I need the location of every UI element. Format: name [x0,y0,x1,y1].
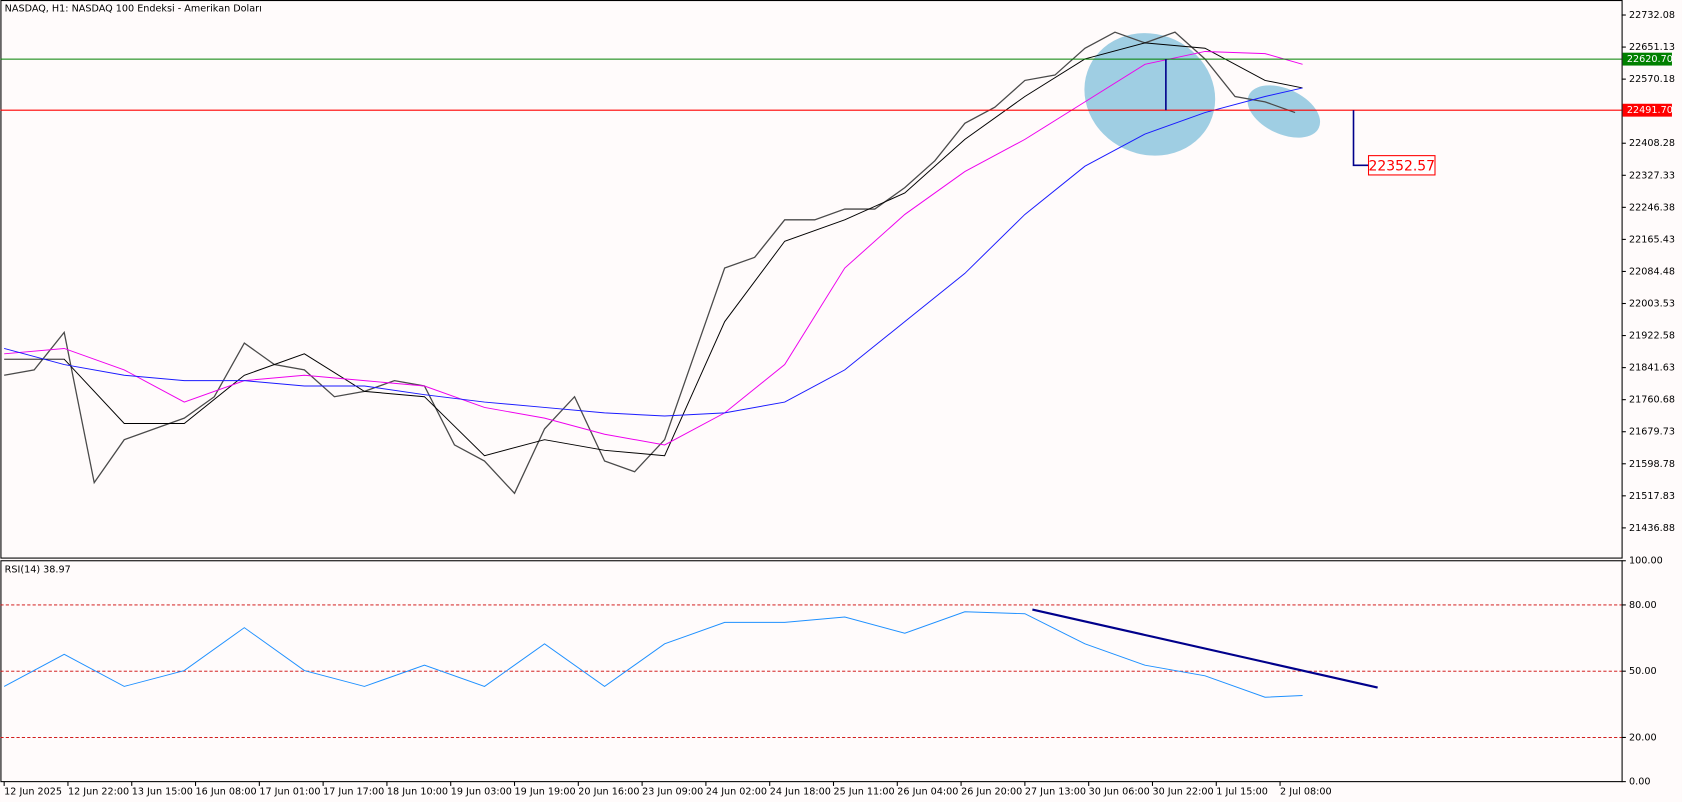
level-label: 22491.70 [1627,105,1673,116]
y-tick-label: 22165.43 [1629,234,1675,245]
x-tick-label: 19 Jun 19:00 [515,786,576,797]
y-tick-label: 22084.48 [1629,266,1675,277]
x-tick-label: 2 Jul 08:00 [1280,786,1332,797]
price-line [4,31,1296,495]
y-tick-label: 0.00 [1629,777,1650,788]
x-tick-label: 17 Jun 17:00 [323,786,384,797]
y-tick-label: 22327.33 [1629,170,1675,181]
chart-title: NASDAQ, H1: NASDAQ 100 Endeksi - Amerika… [5,4,262,15]
y-tick-label: 21517.83 [1629,491,1675,502]
projection-line [1352,110,1369,167]
moving-average [4,87,1303,417]
shoulder-highlight [1247,85,1321,138]
y-tick-label: 21598.78 [1629,459,1675,470]
y-tick-label: 22246.38 [1629,202,1675,213]
y-tick-label: 100.00 [1629,556,1663,567]
price-panel [0,0,1623,559]
x-tick-label: 20 Jun 16:00 [578,786,639,797]
y-tick-label: 21760.68 [1629,395,1675,406]
x-tick-label: 26 Jun 20:00 [961,786,1022,797]
x-tick-label: 13 Jun 15:00 [132,786,193,797]
target-box [1367,155,1436,176]
x-tick-label: 23 Jun 09:00 [642,786,703,797]
x-tick-label: 24 Jun 18:00 [770,786,831,797]
x-tick-label: 30 Jun 06:00 [1089,786,1150,797]
head-highlight [1084,33,1216,156]
x-tick-label: 18 Jun 10:00 [387,786,448,797]
moving-average [4,50,1303,446]
rsi-trendline [1032,608,1378,689]
x-tick-label: 1 Jul 15:00 [1216,786,1268,797]
y-tick-label: 22003.53 [1629,299,1675,310]
level-label: 22620.70 [1627,54,1673,65]
x-tick-label: 25 Jun 11:00 [833,786,894,797]
y-tick-label: 20.00 [1629,732,1657,743]
x-tick-label: 12 Jun 2025 [4,786,62,797]
y-tick-label: 22651.13 [1629,42,1675,53]
level-label-box [1622,103,1672,117]
y-tick-label: 50.00 [1629,666,1657,677]
x-tick-label: 24 Jun 02:00 [706,786,767,797]
x-tick-label: 27 Jun 13:00 [1025,786,1086,797]
x-tick-label: 30 Jun 22:00 [1152,786,1213,797]
x-tick-label: 16 Jun 08:00 [196,786,257,797]
y-tick-label: 80.00 [1629,600,1657,611]
x-tick-label: 26 Jun 04:00 [897,786,958,797]
moving-average [4,42,1303,457]
y-tick-label: 21436.88 [1629,523,1675,534]
y-tick-label: 21679.73 [1629,427,1675,438]
y-tick-label: 22732.08 [1629,10,1675,21]
rsi-title: RSI(14) 38.97 [5,564,71,575]
target-label: 22352.57 [1369,158,1435,174]
x-tick-label: 19 Jun 03:00 [451,786,512,797]
y-tick-label: 21841.63 [1629,363,1675,374]
level-label-box [1622,52,1672,66]
pattern-highlights [1084,33,1321,156]
x-tick-label: 12 Jun 22:00 [68,786,129,797]
x-tick-label: 17 Jun 01:00 [259,786,320,797]
y-tick-label: 22570.18 [1629,74,1675,85]
y-tick-label: 21922.58 [1629,331,1675,342]
rsi-line [3,611,1303,698]
y-tick-label: 22408.28 [1629,138,1675,149]
